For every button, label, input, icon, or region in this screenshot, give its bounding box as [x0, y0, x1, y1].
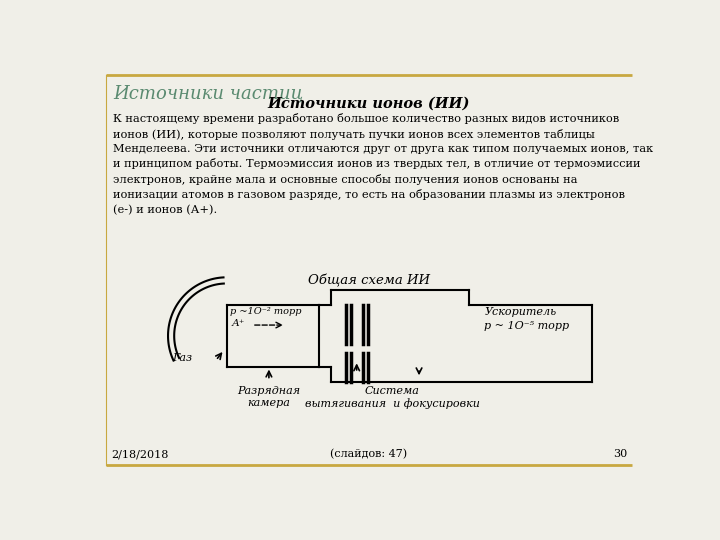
- Text: А⁺: А⁺: [232, 319, 246, 328]
- Text: Ускоритель
р ~ 1О⁻⁵ торр: Ускоритель р ~ 1О⁻⁵ торр: [485, 307, 570, 332]
- Text: 30: 30: [613, 449, 627, 459]
- Text: р ~1О⁻² торр: р ~1О⁻² торр: [230, 307, 302, 316]
- Text: Система
вытягивания  и фокусировки: Система вытягивания и фокусировки: [305, 386, 480, 409]
- Text: (слайдов: 47): (слайдов: 47): [330, 449, 408, 459]
- Text: Источники ионов (ИИ): Источники ионов (ИИ): [268, 97, 470, 111]
- Text: Общая схема ИИ: Общая схема ИИ: [308, 274, 430, 287]
- Text: Газ: Газ: [173, 353, 193, 363]
- Text: 2/18/2018: 2/18/2018: [111, 449, 168, 459]
- Text: Источники частиц: Источники частиц: [113, 84, 304, 102]
- Text: Разрядная
камера: Разрядная камера: [238, 386, 300, 408]
- Text: К настоящему времени разработано большое количество разных видов источников
ионо: К настоящему времени разработано большое…: [113, 113, 654, 215]
